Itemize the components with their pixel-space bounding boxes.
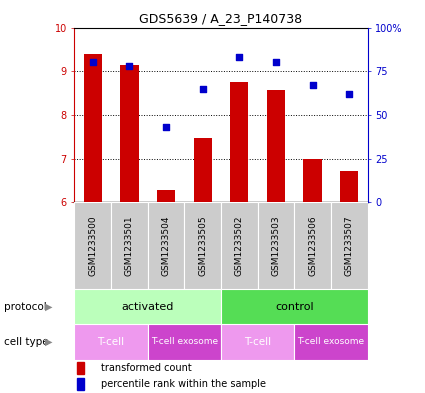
Bar [303,159,322,202]
Title: GDS5639 / A_23_P140738: GDS5639 / A_23_P140738 [139,12,303,25]
Text: transformed count: transformed count [101,363,192,373]
Text: GSM1233500: GSM1233500 [88,215,97,276]
Bar [74,324,148,360]
Text: GSM1233502: GSM1233502 [235,215,244,276]
Bar [294,324,368,360]
Text: T-cell exosome: T-cell exosome [151,338,218,346]
Text: cell type: cell type [4,337,49,347]
Point [163,124,170,130]
Text: protocol: protocol [4,301,47,312]
Text: T-cell: T-cell [97,337,125,347]
Text: control: control [275,301,314,312]
Bar [294,202,331,289]
Bar [193,138,212,202]
Bar [148,202,184,289]
Bar [221,324,294,360]
Text: T-cell: T-cell [244,337,271,347]
Bar [230,82,249,202]
Point [272,59,279,66]
Text: percentile rank within the sample: percentile rank within the sample [101,378,266,389]
Point [346,91,353,97]
Bar [74,289,221,324]
Bar [267,90,285,202]
Bar [111,202,148,289]
Bar [77,362,84,374]
Bar [221,202,258,289]
Point [126,63,133,69]
Bar [258,202,294,289]
Bar [120,65,139,202]
Bar [221,289,368,324]
Bar [184,202,221,289]
Bar [74,202,111,289]
Text: GSM1233505: GSM1233505 [198,215,207,276]
Bar [84,54,102,202]
Point [199,86,206,92]
Text: ▶: ▶ [45,301,53,312]
Text: GSM1233507: GSM1233507 [345,215,354,276]
Text: GSM1233504: GSM1233504 [162,215,170,276]
Text: GSM1233501: GSM1233501 [125,215,134,276]
Bar [340,171,358,202]
Point [309,82,316,88]
Point [89,59,96,66]
Bar [157,190,175,202]
Text: GSM1233506: GSM1233506 [308,215,317,276]
Text: GSM1233503: GSM1233503 [272,215,280,276]
Text: activated: activated [122,301,174,312]
Bar [148,324,221,360]
Text: ▶: ▶ [45,337,53,347]
Point [236,54,243,61]
Text: T-cell exosome: T-cell exosome [298,338,365,346]
Bar [77,378,84,390]
Bar [331,202,368,289]
